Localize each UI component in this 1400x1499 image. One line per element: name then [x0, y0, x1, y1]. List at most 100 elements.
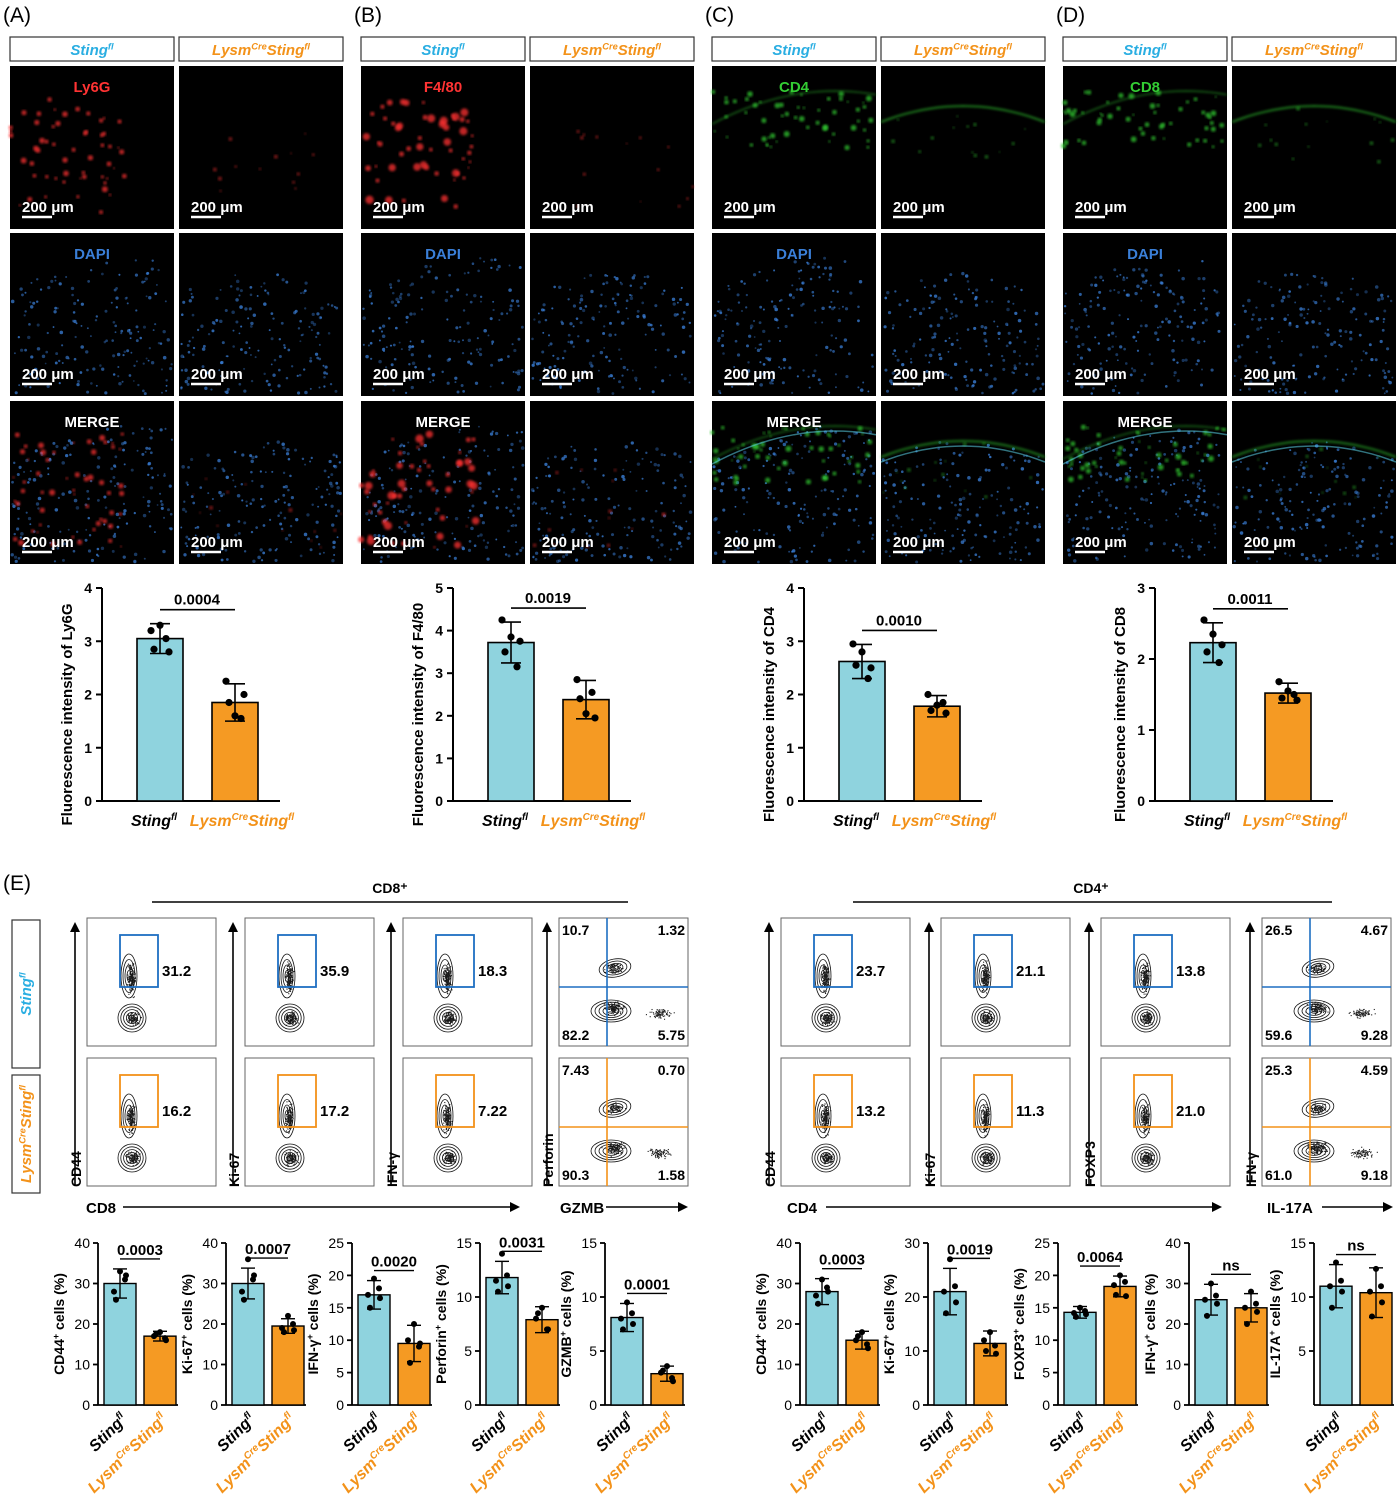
stain-spot	[1177, 468, 1180, 472]
nucleus-dot	[800, 269, 803, 272]
nucleus-dot	[738, 465, 742, 470]
nucleus-dot	[186, 382, 190, 386]
nucleus-dot	[1183, 500, 1186, 503]
nucleus-dot	[154, 323, 157, 326]
nucleus-dot	[85, 350, 89, 354]
stain-spot	[52, 142, 56, 147]
nucleus-dot	[1304, 476, 1306, 479]
channel-label: MERGE	[766, 414, 821, 431]
nucleus-dot	[624, 445, 628, 449]
nucleus-dot	[1281, 295, 1286, 300]
nucleus-dot	[845, 559, 848, 562]
event-dot	[443, 975, 445, 977]
nucleus-dot	[1023, 508, 1026, 511]
nucleus-dot	[1232, 524, 1236, 529]
nucleus-dot	[645, 451, 648, 454]
nucleus-dot	[465, 454, 468, 457]
nucleus-dot	[1150, 468, 1154, 472]
nucleus-dot	[615, 277, 619, 281]
nucleus-dot	[856, 540, 861, 544]
nucleus-dot	[190, 295, 194, 299]
nucleus-dot	[1107, 333, 1111, 337]
stain-spot	[582, 133, 586, 137]
nucleus-dot	[1117, 290, 1121, 294]
nucleus-dot	[1213, 289, 1216, 292]
stain-spot	[838, 91, 845, 97]
gate-value: 17.2	[320, 1103, 349, 1120]
nucleus-dot	[610, 533, 615, 537]
stain-spot	[1296, 106, 1301, 111]
nucleus-dot	[322, 364, 325, 367]
nucleus-dot	[915, 465, 919, 468]
nucleus-dot	[467, 516, 470, 519]
group-label-part: Sting	[131, 813, 171, 830]
nucleus-dot	[921, 463, 925, 466]
event-dot	[136, 1157, 138, 1159]
nucleus-dot	[1161, 320, 1164, 324]
nucleus-dot	[802, 369, 805, 372]
nucleus-dot	[133, 511, 136, 515]
nucleus-dot	[680, 286, 683, 289]
nucleus-dot	[1324, 332, 1327, 335]
event-dot	[449, 1013, 451, 1015]
stain-spot	[419, 441, 425, 447]
stain-spot	[762, 431, 766, 435]
nucleus-dot	[883, 325, 887, 329]
event-dot	[285, 1118, 287, 1121]
nucleus-dot	[961, 533, 964, 537]
nucleus-dot	[770, 300, 774, 303]
nucleus-dot	[274, 499, 278, 503]
event-dot	[132, 1157, 134, 1159]
stain-spot	[1077, 138, 1081, 143]
nucleus-dot	[553, 375, 556, 378]
nucleus-dot	[512, 370, 515, 373]
event-dot	[290, 1108, 293, 1110]
nucleus-dot	[596, 389, 601, 394]
nucleus-dot	[1309, 491, 1312, 494]
nucleus-dot	[1149, 541, 1154, 546]
nucleus-dot	[57, 359, 61, 363]
stain-spot	[310, 539, 313, 542]
nucleus-dot	[793, 260, 797, 264]
stain-spot	[677, 204, 681, 208]
nucleus-dot	[309, 387, 312, 390]
micrograph-background	[881, 401, 1045, 564]
nucleus-dot	[776, 501, 781, 506]
nucleus-dot	[96, 498, 100, 502]
stain-spot	[1214, 95, 1217, 98]
nucleus-dot	[998, 337, 1000, 340]
stain-spot	[555, 470, 559, 475]
stain-spot	[776, 466, 781, 471]
stain-spot	[51, 124, 55, 129]
nucleus-dot	[151, 476, 154, 479]
data-point	[939, 698, 947, 707]
nucleus-dot	[1087, 325, 1090, 328]
nucleus-dot	[537, 312, 540, 315]
nucleus-dot	[1304, 522, 1309, 527]
group-label-part: fl	[1357, 41, 1363, 51]
nucleus-dot	[160, 368, 164, 371]
nucleus-dot	[113, 484, 117, 488]
nucleus-dot	[656, 469, 660, 473]
stain-spot	[662, 512, 666, 517]
nucleus-dot	[970, 546, 973, 550]
nucleus-dot	[462, 339, 464, 342]
nucleus-dot	[1195, 362, 1199, 366]
nucleus-dot	[1277, 483, 1280, 486]
nucleus-dot	[1295, 273, 1299, 277]
nucleus-dot	[148, 510, 151, 513]
nucleus-dot	[29, 301, 32, 304]
nucleus-dot	[1082, 526, 1085, 530]
nucleus-dot	[971, 291, 975, 295]
nucleus-dot	[1159, 273, 1163, 277]
nucleus-dot	[1215, 443, 1218, 447]
nucleus-dot	[959, 300, 963, 304]
stain-spot	[1243, 495, 1248, 500]
event-dot	[128, 1108, 130, 1110]
nucleus-dot	[122, 448, 125, 452]
nucleus-dot	[959, 502, 963, 506]
stain-spot	[779, 102, 784, 108]
nucleus-dot	[283, 346, 287, 349]
stain-spot	[713, 477, 719, 482]
